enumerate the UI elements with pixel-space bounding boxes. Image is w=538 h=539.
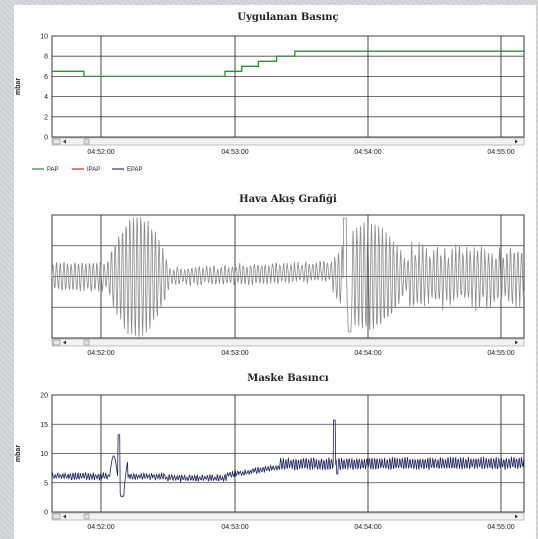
scrollbar-track-2	[51, 512, 525, 521]
series-line-2-0	[51, 419, 525, 498]
legend-label-2: EPAP	[127, 167, 143, 173]
x-tick-label-1-3: 04:55:00	[487, 350, 514, 357]
x-tick-label-1-1: 04:53:00	[221, 350, 248, 357]
scrollbar-thumb-2	[83, 513, 90, 520]
y-tick-label-0-3: 6	[44, 74, 48, 81]
x-tick-label-0-1: 04:53:00	[221, 149, 248, 156]
chart-title-0: Uygulanan Basınç	[237, 12, 338, 23]
x-tick-label-1-2: 04:54:00	[354, 350, 381, 357]
charts-canvas: Uygulanan Basınç 0 2 4 6 8 10 04:52:00 04:53:00 0…	[15, 12, 525, 531]
series-line-1-0	[51, 217, 525, 337]
scroll-left-arrow-icon-0	[63, 139, 66, 144]
scroll-left-arrow-icon-2	[63, 514, 66, 519]
y-tick-label-0-5: 10	[40, 34, 48, 41]
x-tick-label-2-2: 04:54:00	[354, 524, 381, 531]
x-tick-label-0-3: 04:55:00	[487, 149, 514, 156]
plot-area-0	[51, 35, 525, 138]
y-tick-label-2-4: 20	[40, 393, 48, 400]
scroll-left-arrow-icon-1	[63, 340, 66, 345]
scrollbar-track-0	[51, 137, 525, 146]
chart-title-1: Hava Akış Grafiği	[239, 194, 337, 205]
y-tick-label-0-1: 2	[44, 114, 48, 121]
scroll-right-arrow-icon-1	[515, 340, 518, 345]
x-tick-label-2-3: 04:55:00	[487, 524, 514, 531]
x-tick-label-0-2: 04:54:00	[354, 149, 381, 156]
scrollbar-zoom-button-2	[52, 513, 61, 520]
scrollbar-track-1	[51, 338, 525, 347]
y-tick-label-2-0: 0	[44, 510, 48, 517]
scrollbar-zoom-button-0	[52, 138, 61, 145]
y-tick-label-0-0: 0	[44, 135, 48, 142]
y-tick-label-0-2: 4	[44, 94, 48, 101]
x-tick-label-2-1: 04:53:00	[221, 524, 248, 531]
y-tick-label-0-4: 8	[44, 54, 48, 61]
legend-label-1: IPAP	[87, 167, 100, 173]
y-tick-label-2-1: 5	[44, 480, 48, 487]
chart-title-2: Maske Basıncı	[247, 373, 329, 384]
x-tick-label-2-0: 04:52:00	[87, 524, 114, 531]
y-tick-label-2-3: 15	[40, 422, 48, 429]
scrollbar-thumb-1	[83, 339, 90, 346]
legend-label-0: PAP	[47, 167, 59, 173]
scroll-right-arrow-icon-2	[515, 514, 518, 519]
scrollbar-zoom-button-1	[52, 339, 61, 346]
y-tick-label-2-2: 10	[40, 451, 48, 458]
y-axis-label-0: mbar	[15, 78, 22, 95]
series-line-0-0	[52, 50, 524, 78]
x-tick-label-0-0: 04:52:00	[87, 149, 114, 156]
y-axis-label-2: mbar	[15, 445, 22, 462]
scrollbar-thumb-0	[83, 138, 90, 145]
x-tick-label-1-0: 04:52:00	[87, 350, 114, 357]
report-panel: Uygulanan Basınç 0 2 4 6 8 10 04:52:00 04:53:00 0…	[14, 5, 536, 539]
scroll-right-arrow-icon-0	[515, 139, 518, 144]
